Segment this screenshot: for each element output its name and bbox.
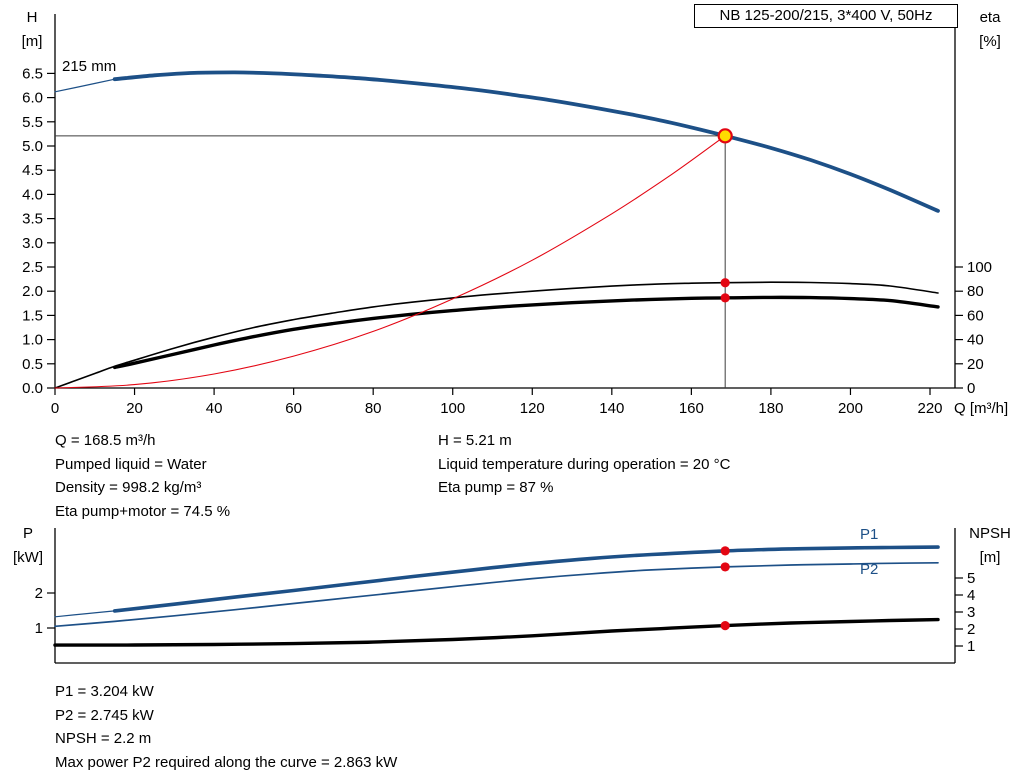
y-right-tick-label: 80 — [967, 283, 984, 300]
curve-head-215mm — [112, 70, 940, 213]
npsh-axis-label: NPSH [m] — [958, 522, 1022, 570]
y-left-tick-label: 4.0 — [22, 186, 43, 203]
curve-eta-pump-motor — [113, 295, 940, 370]
info-line-eta-pump: Eta pump = 87 % — [438, 479, 554, 497]
y-right-tick-label: 60 — [967, 307, 984, 324]
info-line-liquid: Pumped liquid = Water — [55, 455, 207, 473]
y-left-tick-label: 4.5 — [22, 162, 43, 179]
p2-curve-label: P2 — [860, 561, 879, 578]
y-left-tick-label: 2.0 — [22, 283, 43, 300]
operating-data-right: H = 5.21 m Liquid temperature during ope… — [438, 429, 730, 500]
p-axis-label-unit: [kW] — [13, 549, 43, 566]
info-line-p2: P2 = 2.745 kW — [55, 706, 154, 724]
duty-point-dot — [720, 621, 730, 631]
x-tick-label: 120 — [520, 400, 545, 417]
h-axis-label: H [m] — [10, 6, 54, 54]
info-line-npsh: NPSH = 2.2 m — [55, 730, 152, 748]
info-line-density: Density = 998.2 kg/m³ — [55, 479, 202, 497]
power-data-block: P1 = 3.204 kW P2 = 2.745 kW NPSH = 2.2 m… — [55, 680, 397, 774]
y-left-tick-label: 1.0 — [22, 332, 43, 349]
y-left-tick-label: 2 — [35, 585, 43, 602]
x-tick-label: 160 — [679, 400, 704, 417]
y-left-tick-label: 3.5 — [22, 211, 43, 228]
x-tick-label: 220 — [917, 400, 942, 417]
curve-p2 — [54, 561, 939, 628]
curve-eta-pump — [54, 281, 939, 389]
duty-point-dot — [720, 546, 730, 556]
curve-p1-leadin — [54, 610, 116, 618]
y-right-tick-label: 0 — [967, 380, 975, 397]
x-tick-label: 200 — [838, 400, 863, 417]
x-tick-label: 60 — [285, 400, 302, 417]
x-tick-label: 140 — [599, 400, 624, 417]
info-line-h: H = 5.21 m — [438, 432, 512, 449]
info-line-temperature: Liquid temperature during operation = 20… — [438, 455, 731, 473]
p-axis-label-symbol: P — [22, 525, 33, 542]
impeller-size-label: 215 mm — [62, 58, 117, 75]
h-axis-label-symbol: H — [26, 9, 38, 26]
y-left-tick-label: 3.0 — [22, 235, 43, 252]
y-left-tick-label: 6.0 — [22, 90, 43, 107]
operating-data-left: Q = 168.5 m³/h Pumped liquid = Water Den… — [55, 429, 230, 523]
y-left-tick-label: 0.5 — [22, 356, 43, 373]
info-line-eta-pump-motor: Eta pump+motor = 74.5 % — [55, 502, 231, 520]
duty-point-dot — [720, 562, 730, 572]
y-right-tick-label: 5 — [967, 570, 975, 587]
pump-model-box: NB 125-200/215, 3*400 V, 50Hz — [694, 4, 958, 28]
p-axis-label: P [kW] — [4, 522, 52, 570]
p1-curve-label: P1 — [860, 526, 879, 543]
x-tick-label: 0 — [51, 400, 59, 417]
duty-point-dot — [720, 293, 730, 303]
duty-point-dot — [720, 278, 730, 288]
info-line-p1: P1 = 3.204 kW — [55, 683, 154, 700]
npsh-axis-label-symbol: NPSH — [969, 525, 1011, 542]
x-tick-label: 40 — [206, 400, 223, 417]
y-right-tick-label: 4 — [967, 587, 975, 604]
x-tick-label: 20 — [126, 400, 143, 417]
y-left-tick-label: 5.0 — [22, 138, 43, 155]
curve-head-leadin — [54, 78, 116, 93]
info-line-q: Q = 168.5 m³/h — [55, 432, 156, 449]
y-right-tick-label: 2 — [967, 621, 975, 638]
curve-p1 — [112, 545, 940, 613]
curve-system-curve — [54, 135, 726, 389]
y-left-tick-label: 0.0 — [22, 380, 43, 397]
y-left-tick-label: 6.5 — [22, 65, 43, 82]
y-left-tick-label: 1 — [35, 620, 43, 637]
y-right-tick-label: 40 — [967, 332, 984, 349]
operating-point-marker — [717, 128, 733, 144]
x-tick-label: 100 — [440, 400, 465, 417]
q-axis-label: Q [m³/h] — [954, 400, 1009, 417]
y-right-tick-label: 1 — [967, 638, 975, 655]
y-left-tick-label: 5.5 — [22, 114, 43, 131]
eta-axis-label: eta [%] — [962, 6, 1018, 54]
y-left-tick-label: 1.5 — [22, 307, 43, 324]
y-right-tick-label: 100 — [967, 259, 992, 276]
eta-axis-label-symbol: eta — [979, 9, 1001, 26]
x-tick-label: 180 — [758, 400, 783, 417]
eta-axis-label-unit: [%] — [979, 33, 1001, 50]
y-left-tick-label: 2.5 — [22, 259, 43, 276]
y-right-tick-label: 20 — [967, 356, 984, 373]
curve-npsh — [53, 617, 940, 647]
h-axis-label-unit: [m] — [21, 33, 43, 50]
y-right-tick-label: 3 — [967, 604, 975, 621]
npsh-axis-label-unit: [m] — [979, 549, 1001, 566]
x-tick-label: 80 — [365, 400, 382, 417]
info-line-max-p2: Max power P2 required along the curve = … — [55, 753, 398, 771]
